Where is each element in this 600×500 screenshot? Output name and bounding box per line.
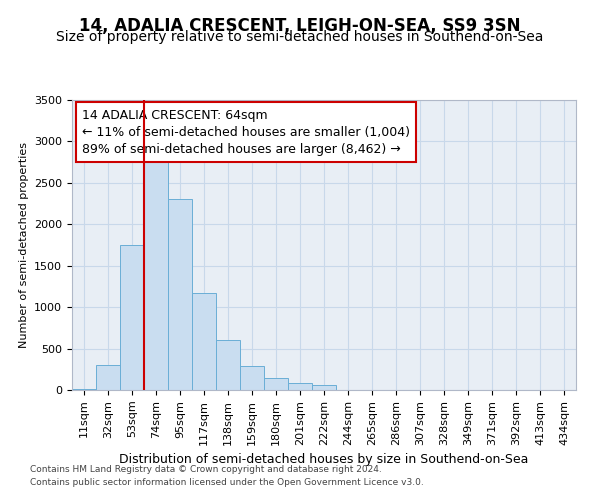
Text: 14, ADALIA CRESCENT, LEIGH-ON-SEA, SS9 3SN: 14, ADALIA CRESCENT, LEIGH-ON-SEA, SS9 3… <box>79 18 521 36</box>
Bar <box>72 389 96 390</box>
Text: Size of property relative to semi-detached houses in Southend-on-Sea: Size of property relative to semi-detach… <box>56 30 544 44</box>
Y-axis label: Number of semi-detached properties: Number of semi-detached properties <box>19 142 29 348</box>
Bar <box>264 378 288 390</box>
Bar <box>168 200 192 390</box>
Bar <box>192 292 216 390</box>
Bar <box>216 340 240 390</box>
Bar <box>240 366 264 390</box>
Bar <box>144 150 168 390</box>
Text: Contains public sector information licensed under the Open Government Licence v3: Contains public sector information licen… <box>30 478 424 487</box>
Bar <box>96 365 120 390</box>
Text: Contains HM Land Registry data © Crown copyright and database right 2024.: Contains HM Land Registry data © Crown c… <box>30 466 382 474</box>
Bar <box>312 386 336 390</box>
Bar <box>288 384 312 390</box>
Text: 14 ADALIA CRESCENT: 64sqm
← 11% of semi-detached houses are smaller (1,004)
89% : 14 ADALIA CRESCENT: 64sqm ← 11% of semi-… <box>82 108 410 156</box>
X-axis label: Distribution of semi-detached houses by size in Southend-on-Sea: Distribution of semi-detached houses by … <box>119 453 529 466</box>
Bar <box>120 245 144 390</box>
